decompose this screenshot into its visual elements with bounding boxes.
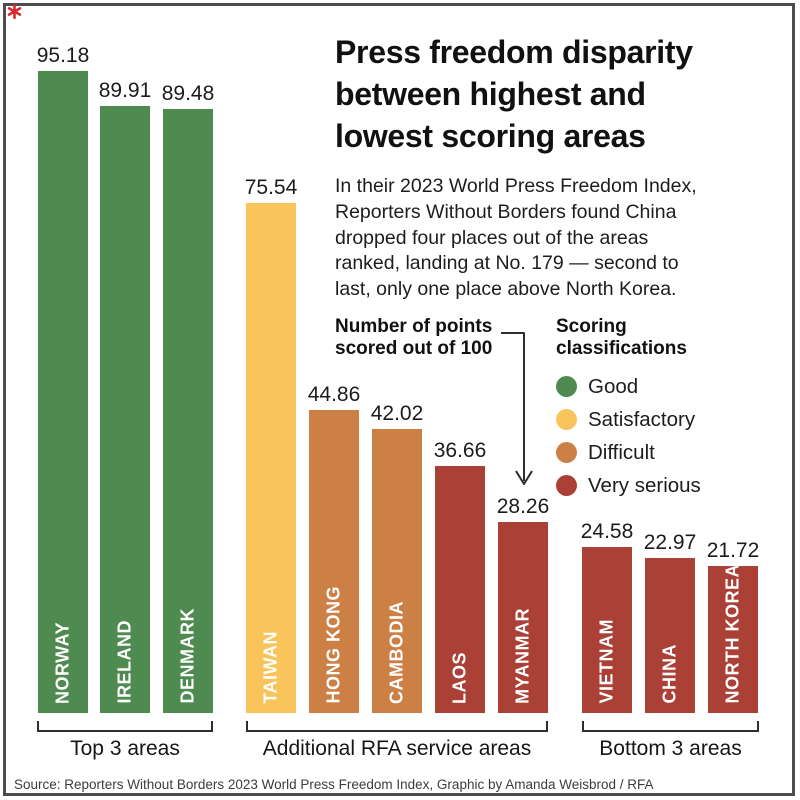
intro-line: ranked, landing at No. 179 — second to (335, 252, 679, 275)
legend-item-difficult: Difficult (556, 436, 701, 469)
legend-item-label: Satisfactory (588, 407, 696, 431)
title-line: Press freedom disparity (335, 34, 693, 70)
bar-name-label: LAOS (449, 651, 470, 704)
bar-name-label: NORTH KOREA (722, 564, 743, 704)
legend-swatch-icon (556, 376, 577, 397)
intro-line: last, only one place above North Korea. (335, 278, 677, 301)
legend-item-very-serious: Very serious (556, 469, 701, 502)
bar-laos: LAOS (435, 465, 485, 713)
legend-swatch-icon (556, 442, 577, 463)
legend-item-label: Difficult (588, 440, 655, 464)
intro-line: In their 2023 World Press Freedom Index, (335, 175, 697, 197)
annotation-line: Number of points (335, 316, 493, 337)
legend-item-satisfactory: Satisfactory (556, 403, 701, 436)
group-label-top-3-areas: Top 3 areas (70, 737, 180, 760)
bar-norway: NORWAY (38, 70, 88, 713)
source-credit: Source: Reporters Without Borders 2023 W… (14, 777, 654, 792)
intro-line: Reporters Without Borders found China (335, 200, 677, 223)
legend-title-line: Scoring (556, 316, 627, 337)
bar-value-label: 89.48 (161, 82, 215, 105)
bar-taiwan: TAIWAN (246, 203, 296, 713)
group-bracket-additional-rfa-service-areas (246, 721, 548, 732)
bar-hong-kong: HONG KONG (309, 410, 359, 713)
axis-annotation: Number of points scored out of 100 (335, 316, 492, 359)
bar-value-label: 89.91 (98, 79, 152, 103)
legend-items: Good Satisfactory Difficult Very serious (556, 370, 701, 502)
legend-swatch-icon (556, 409, 577, 430)
bar-name-label: MYANMAR (512, 608, 533, 704)
bar-north-korea: NORTH KOREA (708, 564, 758, 713)
bar-cambodia: CAMBODIA (372, 429, 422, 713)
bar-value-label: 36.66 (433, 438, 487, 462)
group-label-additional-rfa-service-areas: Additional RFA service areas (262, 737, 532, 760)
bar-name-label: NORWAY (52, 621, 73, 704)
intro-line: dropped four places out of the areas (335, 226, 649, 249)
legend-item-label: Very serious (588, 473, 701, 497)
bar-name-label: VIETNAM (596, 619, 617, 704)
bar-denmark: DENMARK (163, 109, 213, 713)
bar-name-label: TAIWAN (260, 631, 281, 704)
bar-name-label: HONG KONG (323, 586, 344, 704)
legend-swatch-icon (556, 475, 577, 496)
bar-value-label: 95.18 (36, 43, 90, 67)
annotation-line: scored out of 100 (335, 337, 493, 359)
group-bracket-top-3-areas (37, 721, 213, 732)
legend-title: Scoring classifications (556, 316, 701, 359)
bar-name-label: CHINA (659, 644, 680, 704)
bar-value-label: 21.72 (706, 539, 760, 563)
bar-china: CHINA (645, 557, 695, 713)
bar-myanmar: MYANMAR (498, 522, 548, 713)
page-title: Press freedom disparity between highest … (335, 31, 693, 157)
bar-name-label: IRELAND (114, 620, 135, 704)
bar-value-label: 28.26 (496, 495, 550, 519)
bar-vietnam: VIETNAM (582, 547, 632, 713)
group-label-bottom-3-areas: Bottom 3 areas (599, 737, 742, 760)
bar-value-label: 22.97 (643, 530, 697, 554)
bar-name-label: CAMBODIA (386, 600, 407, 704)
rfa-asterisk-logo-icon (7, 4, 22, 19)
bar-value-label: 42.02 (370, 402, 424, 426)
legend: Scoring classifications Good Satisfactory… (556, 316, 701, 502)
intro-paragraph: In their 2023 World Press Freedom Index,… (335, 174, 697, 303)
bar-value-label: 75.54 (244, 176, 298, 200)
legend-item-label: Good (588, 374, 639, 398)
annotation-arrow (501, 332, 533, 485)
title-line: lowest scoring areas (335, 118, 646, 154)
legend-title-line: classifications (556, 337, 687, 359)
legend-item-good: Good (556, 370, 701, 403)
bar-value-label: 44.86 (307, 383, 361, 407)
bar-name-label: DENMARK (177, 608, 198, 704)
group-bracket-bottom-3-areas (582, 721, 759, 732)
title-line: between highest and (335, 76, 646, 112)
bar-value-label: 24.58 (580, 520, 634, 544)
bar-ireland: IRELAND (100, 106, 150, 713)
